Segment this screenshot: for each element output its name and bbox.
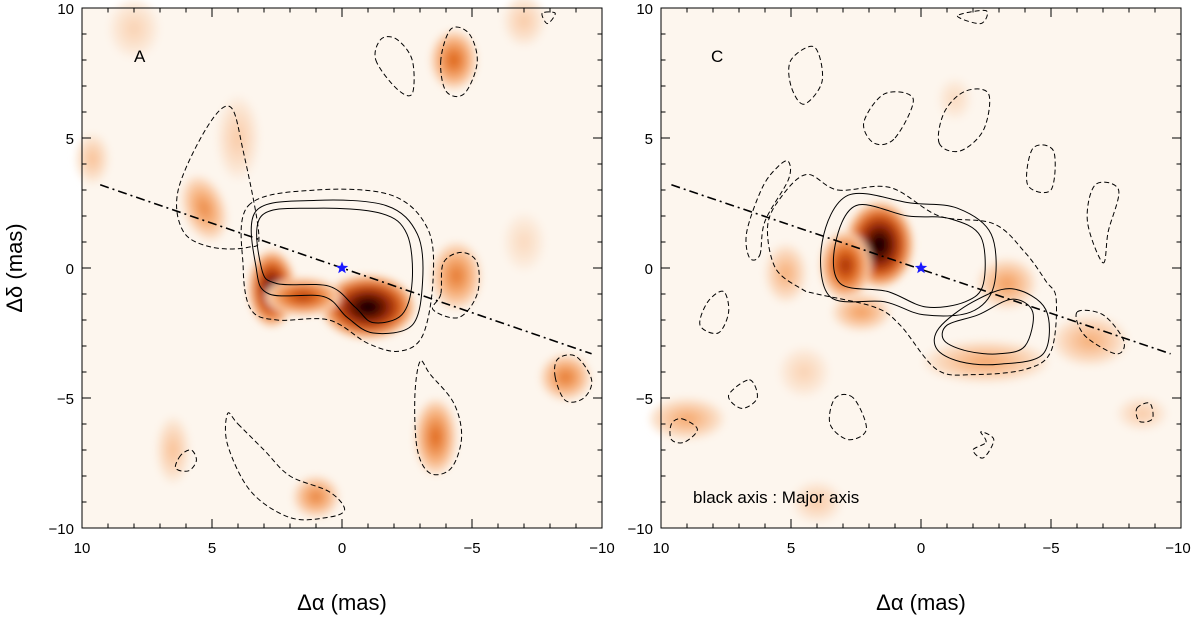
heatmap-blob: [1139, 411, 1145, 416]
contour-dashed: [956, 9, 989, 25]
heatmap-blob: [979, 359, 993, 364]
contour-dashed: [745, 160, 792, 261]
heatmap-blob: [801, 369, 807, 375]
x-tick-label: 5: [787, 540, 795, 557]
contour-dashed: [176, 105, 260, 250]
annotation-text: black axis : Major axis: [693, 488, 859, 507]
y-tick-label: 0: [645, 261, 653, 278]
contour-dashed: [728, 379, 758, 409]
heatmap-blob: [843, 262, 849, 269]
contour-solid: [832, 204, 986, 308]
center-star-marker: [335, 261, 349, 274]
y-tick-label: 5: [66, 131, 74, 148]
heatmap-blob: [433, 433, 438, 441]
y-tick-label: −10: [628, 521, 653, 538]
heatmap-blob: [131, 25, 137, 32]
heatmap-blob: [171, 446, 175, 454]
heatmap-blob: [814, 499, 820, 505]
contour-lines: [174, 11, 593, 521]
contour-dashed: [440, 26, 478, 98]
contour-dashed: [937, 88, 991, 153]
contour-dashed: [541, 11, 556, 25]
x-tick-label: −5: [1042, 540, 1059, 557]
major-axis-line: [671, 184, 1171, 355]
contour-dashed: [1075, 309, 1125, 355]
plot-frame: [660, 7, 1182, 529]
contour-dashed: [224, 412, 346, 521]
contour-solid: [933, 288, 1050, 366]
heatmap-blob: [563, 374, 569, 380]
y-axis-title: Δδ (mas): [2, 223, 27, 312]
heatmap-blob: [521, 239, 527, 245]
contour-dashed: [699, 290, 730, 335]
ticks: [81, 7, 603, 529]
y-tick-label: −5: [57, 391, 74, 408]
y-tick-label: 10: [57, 1, 74, 18]
heatmap-blob: [90, 156, 95, 162]
heatmap-blob: [858, 310, 865, 315]
contour-dashed: [828, 393, 867, 441]
heatmap-blob: [451, 57, 457, 63]
contour-dashed: [1086, 181, 1120, 264]
plot-frame: [81, 7, 603, 529]
y-tick-label: −10: [49, 521, 74, 538]
x-axis-title: Δα (mas): [876, 590, 966, 615]
heatmap-blob: [1003, 281, 1010, 287]
x-tick-label: 10: [74, 540, 91, 557]
contour-solid: [256, 207, 413, 324]
heatmap-blob: [876, 240, 883, 249]
x-tick-label: 0: [917, 540, 925, 557]
panel-label: A: [134, 47, 146, 66]
heatmap: [649, 78, 1167, 523]
panel-a: 10 5 0 −5 −10 10 5 0 −5 −10 A Δα (mas) Δ…: [2, 0, 615, 615]
contour-dashed: [554, 354, 593, 403]
heatmap-blob: [683, 416, 691, 421]
x-axis-title: Δα (mas): [297, 590, 387, 615]
contour-dashed: [972, 431, 995, 459]
contour-solid: [820, 192, 997, 317]
heatmap-blob: [201, 205, 207, 212]
y-tick-label: −5: [636, 391, 653, 408]
contour-solid: [941, 298, 1034, 355]
x-tick-label: −10: [1165, 540, 1190, 557]
contour-dashed: [414, 360, 463, 476]
contour-dashed: [863, 91, 914, 146]
heatmap-blob: [453, 272, 459, 280]
contour-dashed: [766, 173, 1057, 376]
x-tick-label: 0: [338, 540, 346, 557]
panel-c: 10 5 0 −5 −10 10 5 0 −5 −10 C black axis…: [628, 1, 1191, 615]
contour-dashed: [374, 36, 415, 97]
x-tick-label: 10: [653, 540, 670, 557]
contour-solid: [250, 199, 424, 335]
y-tick-label: 0: [66, 261, 74, 278]
contour-dashed: [174, 449, 197, 472]
heatmap-blob: [783, 270, 788, 277]
x-tick-label: 5: [208, 540, 216, 557]
contour-dashed: [1135, 402, 1154, 423]
heatmap-blob: [313, 494, 319, 499]
heatmap-blob: [235, 133, 241, 143]
heatmap-blob: [363, 303, 373, 311]
y-tick-label: 5: [645, 131, 653, 148]
panel-label: C: [711, 47, 723, 66]
heatmap-blob: [521, 18, 527, 24]
contour-dashed: [1026, 144, 1056, 194]
y-tick-label: 10: [636, 1, 653, 18]
x-tick-label: −10: [589, 540, 614, 557]
contour-dashed: [788, 45, 824, 105]
x-tick-label: −5: [463, 540, 480, 557]
contour-dashed: [431, 251, 480, 319]
contour-lines: [669, 9, 1154, 459]
center-star-marker: [914, 261, 928, 274]
contour-dashed: [669, 418, 698, 444]
